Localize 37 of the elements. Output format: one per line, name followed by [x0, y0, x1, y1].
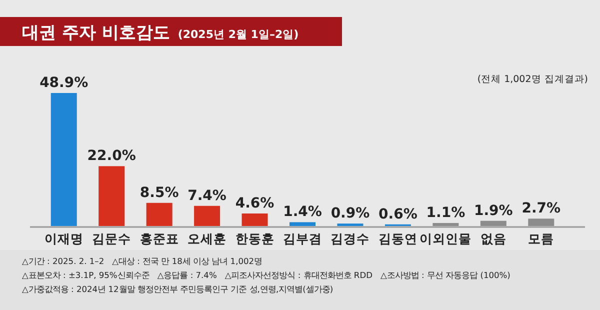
- bar: [194, 206, 220, 226]
- text: △가중값적용 : 2024년 12월말 행정안전부 주민등록인구 기준 성,연령,지역별(셀가중): [22, 284, 334, 294]
- bar: [290, 222, 316, 226]
- text: △기간 : 2025. 2. 1–2 △대상 : 전국 만 18세 이상 남녀 1,002명: [22, 256, 262, 266]
- chart-subtitle: (2025년 2월 1일–2일): [178, 28, 299, 41]
- x-tick-label: 김부겸: [283, 231, 322, 246]
- data-label: 1.9%: [474, 202, 513, 219]
- x-tick-label: 없음: [480, 231, 506, 246]
- bar: [146, 202, 172, 226]
- data-label: 0.6%: [378, 206, 418, 222]
- bar: [432, 223, 459, 226]
- bar: [242, 213, 268, 226]
- bar: [480, 220, 506, 226]
- bar: [50, 93, 77, 226]
- x-tick-label: 모름: [528, 231, 554, 246]
- data-label: 22.0%: [87, 148, 136, 164]
- x-tick-label: 홍준표: [140, 231, 179, 246]
- bar: [98, 166, 125, 226]
- x-tick-label: 김동연: [378, 231, 418, 246]
- data-label: 0.9%: [330, 206, 370, 222]
- x-tick-label: 김문수: [92, 231, 132, 246]
- data-label: 8.5%: [140, 184, 179, 201]
- data-label: 7.4%: [188, 188, 226, 204]
- data-label: 2.7%: [522, 200, 561, 217]
- x-tick-label: 이외인물: [420, 231, 472, 246]
- x-tick-label: 한동훈: [235, 231, 274, 246]
- x-tick-label: 오세훈: [188, 231, 227, 246]
- x-tick-label: 이재명: [44, 231, 84, 246]
- data-label: 1.1%: [426, 205, 466, 222]
- data-label: 4.6%: [235, 195, 274, 212]
- bar: [528, 218, 554, 226]
- text: (전체 1,002명 집계결과): [477, 74, 588, 85]
- x-tick-label: 김경수: [330, 231, 370, 246]
- data-label: 1.4%: [283, 204, 322, 220]
- text: △표본오차 : ±3.1P, 95%신뢰수준 △응답률 : 7.4% △피조사자선정방식 : 휴대전화번호 RDD △조사방법 : 무선 자동응답 (100%): [22, 270, 510, 280]
- data-label: 48.9%: [40, 75, 88, 91]
- chart-title: 대권 주자 비호감도: [22, 23, 170, 43]
